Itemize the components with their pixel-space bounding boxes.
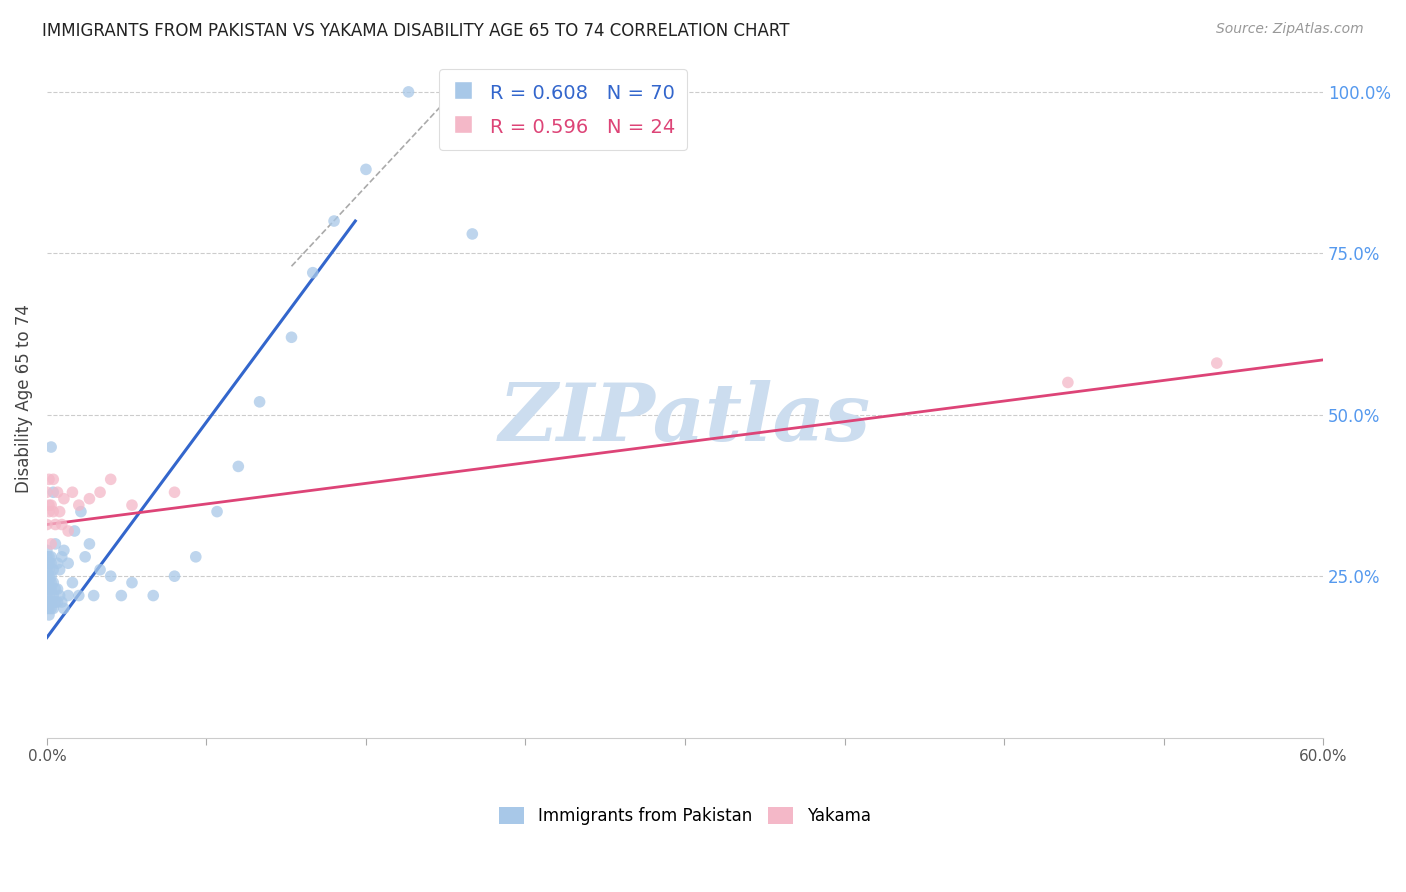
Point (35, 543, 58, 558)
Point (52, 491, 75, 506)
Point (100, 472, 122, 486)
Point (35, 517, 58, 532)
Point (35, 595, 58, 609)
Point (39, 569, 62, 583)
Point (121, 498, 143, 512)
Point (35, 563, 58, 577)
Point (280, 330, 302, 344)
Point (44, 595, 66, 609)
Point (354, 162, 377, 177)
Point (75, 549, 97, 564)
Point (35, 589, 58, 603)
Y-axis label: Disability Age 65 to 74: Disability Age 65 to 74 (15, 304, 32, 493)
Point (38, 582, 60, 596)
Point (51, 595, 73, 609)
Point (42, 472, 65, 486)
Point (51, 549, 73, 564)
Point (205, 505, 228, 519)
Point (46, 595, 69, 609)
Point (89, 485, 111, 500)
Point (67, 498, 90, 512)
Point (142, 589, 165, 603)
Point (38, 601, 60, 615)
Point (38, 595, 60, 609)
Point (38, 563, 60, 577)
Point (35, 556, 58, 570)
Point (56, 524, 79, 538)
Point (83, 589, 105, 603)
Point (42, 505, 65, 519)
Point (35, 569, 58, 583)
Point (52, 543, 75, 558)
Point (67, 589, 90, 603)
Point (38, 505, 60, 519)
Point (46, 485, 69, 500)
Point (39, 601, 62, 615)
Point (44, 517, 66, 532)
Legend: Immigrants from Pakistan, Yakama: Immigrants from Pakistan, Yakama (492, 800, 877, 831)
Point (44, 537, 66, 551)
Point (398, 85, 420, 99)
Point (42, 601, 65, 615)
Point (39, 556, 62, 570)
Point (42, 563, 65, 577)
Point (39, 582, 62, 596)
Point (38, 472, 60, 486)
Point (38, 607, 60, 622)
Point (46, 556, 69, 570)
Point (38, 575, 60, 590)
Point (39, 595, 62, 609)
Point (1205, 356, 1227, 370)
Point (38, 498, 60, 512)
Point (38, 569, 60, 583)
Point (163, 485, 186, 500)
Text: IMMIGRANTS FROM PAKISTAN VS YAKAMA DISABILITY AGE 65 TO 74 CORRELATION CHART: IMMIGRANTS FROM PAKISTAN VS YAKAMA DISAB… (42, 22, 790, 40)
Point (301, 266, 323, 280)
Point (121, 575, 143, 590)
Point (38, 589, 60, 603)
Point (63, 524, 86, 538)
Point (46, 582, 69, 596)
Point (42, 575, 65, 590)
Point (35, 601, 58, 615)
Point (110, 589, 132, 603)
Point (42, 589, 65, 603)
Point (62, 575, 84, 590)
Point (70, 505, 93, 519)
Point (51, 517, 73, 532)
Point (44, 582, 66, 596)
Point (35, 582, 58, 596)
Point (62, 485, 84, 500)
Point (35, 549, 58, 564)
Point (100, 569, 122, 583)
Point (52, 601, 75, 615)
Text: ZIPatlas: ZIPatlas (499, 380, 872, 458)
Point (461, 227, 484, 241)
Point (48, 563, 70, 577)
Point (48, 505, 70, 519)
Point (35, 485, 58, 500)
Point (89, 563, 111, 577)
Point (42, 485, 65, 500)
Point (39, 440, 62, 454)
Point (323, 214, 346, 228)
Point (56, 556, 79, 570)
Point (38, 556, 60, 570)
Point (249, 394, 271, 409)
Point (39, 537, 62, 551)
Point (39, 498, 62, 512)
Point (39, 549, 62, 564)
Point (38, 549, 60, 564)
Point (48, 589, 70, 603)
Point (39, 575, 62, 590)
Text: Source: ZipAtlas.com: Source: ZipAtlas.com (1216, 22, 1364, 37)
Point (79, 491, 101, 506)
Point (56, 589, 79, 603)
Point (79, 537, 101, 551)
Point (1057, 376, 1080, 390)
Point (184, 549, 207, 564)
Point (163, 569, 186, 583)
Point (228, 459, 250, 474)
Point (35, 575, 58, 590)
